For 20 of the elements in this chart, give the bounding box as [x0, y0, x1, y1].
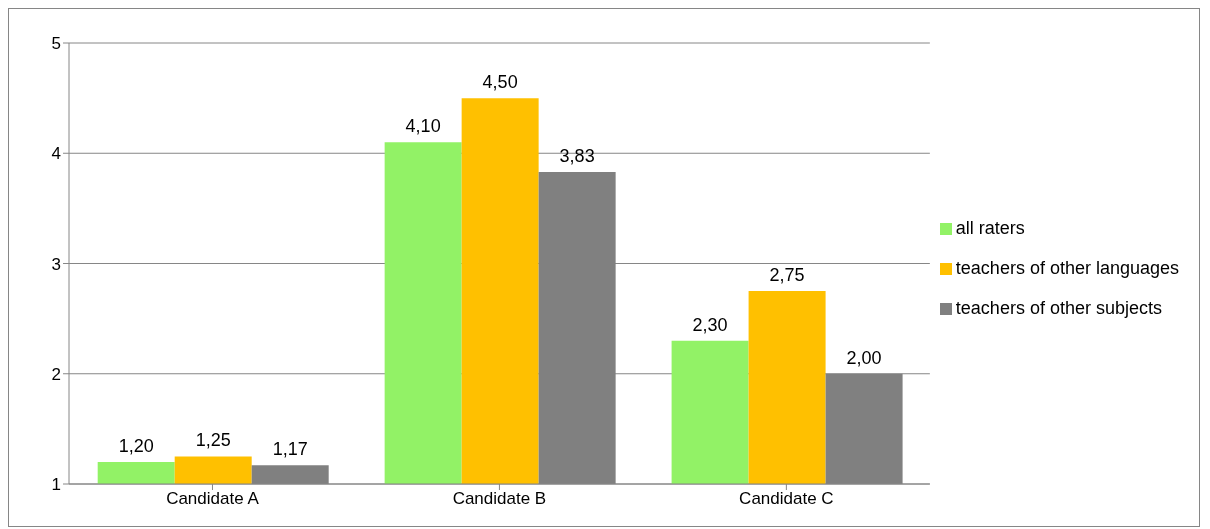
legend-label: teachers of other languages [955, 257, 1179, 278]
data-label: 1,17 [272, 439, 308, 460]
legend-label: all raters [955, 217, 1025, 238]
data-label: 3,83 [559, 145, 595, 166]
y-tick-label: 5 [51, 34, 61, 54]
data-label: 1,20 [118, 435, 154, 456]
y-tick-label: 2 [51, 364, 61, 384]
data-label: 2,75 [769, 265, 805, 286]
data-label: 4,10 [405, 116, 441, 137]
data-label: 1,25 [195, 430, 231, 451]
x-tick-label: Candidate B [452, 489, 547, 509]
data-label: 2,00 [846, 347, 882, 368]
y-tick-label: 3 [51, 254, 61, 274]
x-tick-label: Candidate A [166, 489, 260, 509]
data-label: 4,50 [482, 72, 518, 93]
y-tick-label: 4 [51, 144, 61, 164]
data-label: 2,30 [692, 314, 728, 335]
legend-label: teachers of other subjects [955, 297, 1162, 318]
y-tick-label: 1 [51, 475, 61, 495]
x-tick-label: Candidate C [739, 489, 834, 509]
